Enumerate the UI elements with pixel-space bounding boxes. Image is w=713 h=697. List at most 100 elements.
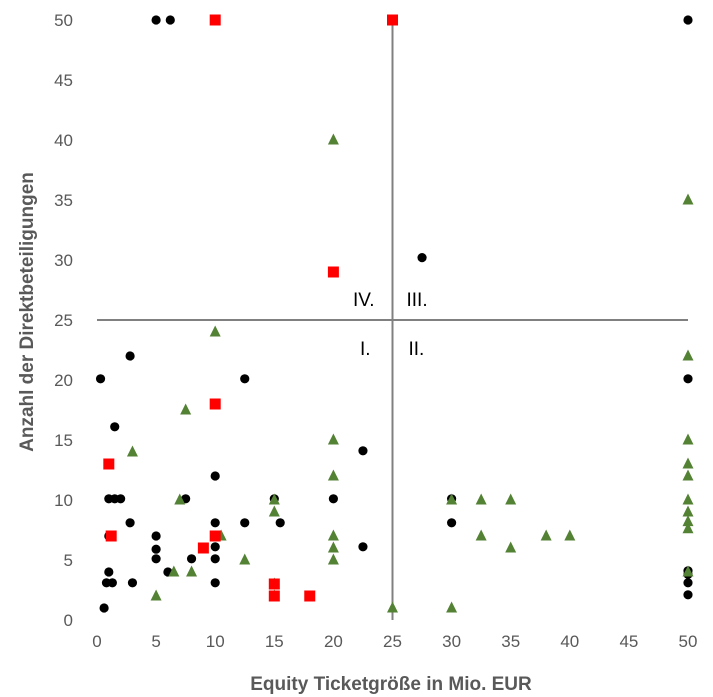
data-point-square <box>268 590 280 602</box>
data-point-circle <box>151 554 161 564</box>
data-point-circle <box>151 531 161 541</box>
data-point-triangle <box>327 541 339 553</box>
x-tick-label: 10 <box>206 632 225 651</box>
data-point-circle <box>127 578 138 588</box>
data-point-triangle <box>564 529 576 541</box>
y-tick-label: 40 <box>54 131 73 150</box>
data-point-circle <box>116 494 126 504</box>
data-point-triangle <box>209 325 221 337</box>
x-tick-label: 0 <box>92 632 101 651</box>
data-point-circle <box>240 374 250 384</box>
data-point-circle <box>165 15 175 25</box>
data-point-triangle <box>682 522 694 534</box>
data-point-square <box>105 530 117 542</box>
data-point-triangle <box>168 565 180 577</box>
y-tick-label: 5 <box>64 551 73 570</box>
data-point-triangle <box>682 457 694 469</box>
x-tick-label: 5 <box>151 632 160 651</box>
x-tick-label: 45 <box>619 632 638 651</box>
data-point-triangle <box>682 493 694 505</box>
data-point-circle <box>125 518 135 528</box>
data-point-triangle <box>327 529 339 541</box>
data-point-circle <box>417 253 427 263</box>
quadrant-label: II. <box>409 339 425 360</box>
data-point-triangle <box>682 349 694 361</box>
data-point-triangle <box>446 601 458 613</box>
data-point-circle <box>358 542 368 552</box>
y-tick-label: 15 <box>54 431 73 450</box>
data-point-circle <box>210 471 220 481</box>
data-point-circle <box>275 518 285 528</box>
data-point-circle <box>125 351 135 361</box>
y-tick-label: 25 <box>54 311 73 330</box>
data-point-circle <box>683 15 693 25</box>
x-tick-label: 40 <box>560 632 579 651</box>
quadrant-label: IV. <box>353 290 375 311</box>
data-point-triangle <box>327 469 339 481</box>
data-point-triangle <box>475 493 487 505</box>
data-point-triangle <box>180 403 192 415</box>
data-point-triangle <box>475 529 487 541</box>
data-point-triangle <box>186 565 198 577</box>
quadrant-label: I. <box>360 339 371 360</box>
data-point-circle <box>210 554 220 564</box>
data-point-triangle <box>682 433 694 445</box>
data-point-triangle <box>239 553 251 565</box>
data-point-triangle <box>327 553 339 565</box>
y-tick-label: 45 <box>54 71 73 90</box>
data-point-triangle <box>387 601 398 613</box>
x-tick-label: 50 <box>679 632 698 651</box>
data-point-circle <box>151 544 161 554</box>
x-tick-label: 35 <box>501 632 520 651</box>
x-tick-label: 20 <box>324 632 343 651</box>
data-point-triangle <box>505 493 517 505</box>
data-point-circle <box>358 446 368 456</box>
data-point-square <box>327 266 339 278</box>
data-point-triangle <box>327 133 339 145</box>
data-point-circle <box>151 15 161 25</box>
y-tick-label: 30 <box>54 251 73 270</box>
data-point-square <box>209 14 221 26</box>
data-point-circle <box>210 542 220 552</box>
data-point-triangle <box>268 505 280 517</box>
data-point-circle <box>99 603 109 613</box>
data-point-triangle <box>268 493 280 505</box>
data-point-square <box>304 590 316 602</box>
x-tick-label: 15 <box>265 632 284 651</box>
quadrant-label: III. <box>407 290 428 311</box>
data-point-circle <box>186 554 197 564</box>
data-point-circle <box>95 374 106 384</box>
data-point-circle <box>683 590 693 600</box>
y-axis-title: Anzahl der Direktbeteiligungen <box>17 172 38 452</box>
data-point-circle <box>107 578 117 588</box>
data-point-circle <box>210 518 220 528</box>
data-point-circle <box>210 578 220 588</box>
data-point-triangle <box>446 493 458 505</box>
y-tick-label: 35 <box>54 191 73 210</box>
y-tick-label: 0 <box>64 611 73 630</box>
y-tick-label: 50 <box>54 11 73 30</box>
data-point-triangle <box>682 505 694 517</box>
data-point-triangle <box>126 445 138 457</box>
data-point-square <box>209 398 221 410</box>
data-point-triangle <box>540 529 552 541</box>
y-tick-label: 20 <box>54 371 73 390</box>
data-point-circle <box>328 494 338 504</box>
data-point-circle <box>110 422 120 432</box>
data-point-triangle <box>682 565 694 577</box>
data-point-triangle <box>327 433 339 445</box>
data-point-circle <box>104 567 114 577</box>
y-tick-label: 10 <box>54 491 73 510</box>
x-tick-label: 25 <box>383 632 402 651</box>
data-points <box>95 14 694 613</box>
data-point-triangle <box>682 515 694 527</box>
data-point-circle <box>447 518 457 528</box>
data-point-square <box>387 14 398 26</box>
data-point-square <box>268 578 280 590</box>
data-point-triangle <box>682 469 694 481</box>
data-point-square <box>103 458 115 470</box>
x-tick-label: 30 <box>442 632 461 651</box>
data-point-square <box>209 530 221 542</box>
data-point-triangle <box>174 493 186 505</box>
